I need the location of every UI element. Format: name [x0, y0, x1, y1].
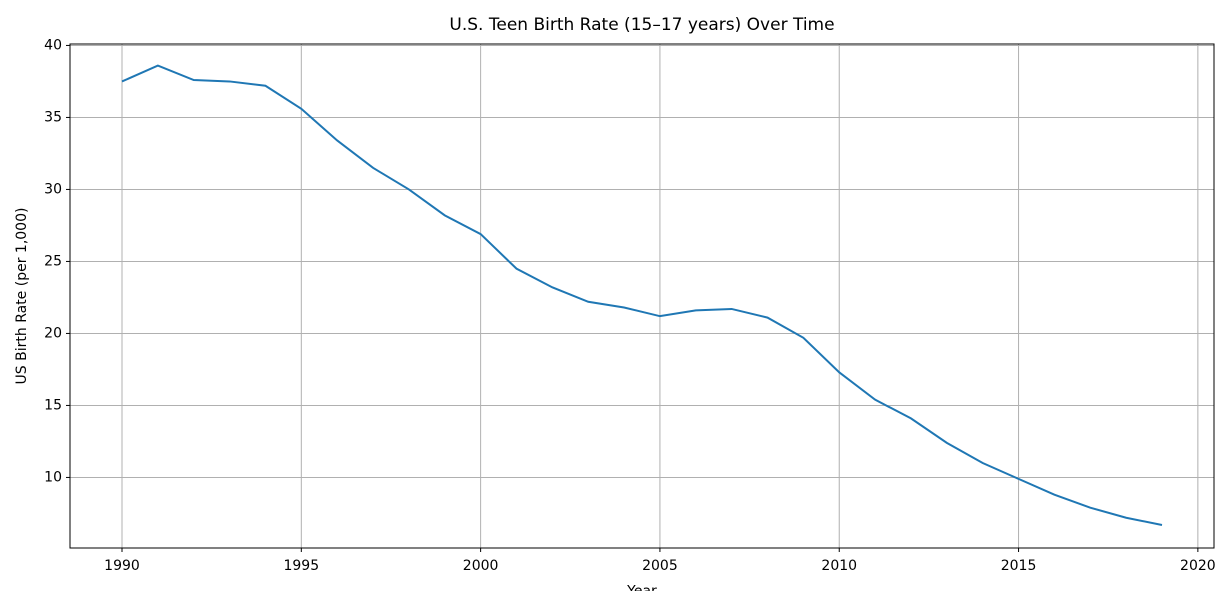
x-tick-label: 2020 — [1180, 558, 1216, 574]
y-tick-label: 30 — [44, 181, 62, 197]
y-tick-label: 35 — [44, 109, 62, 125]
x-tick-label: 2000 — [463, 558, 499, 574]
x-axis-label: Year — [626, 584, 657, 591]
x-tick-label: 2005 — [642, 558, 678, 574]
chart-title: U.S. Teen Birth Rate (15–17 years) Over … — [449, 15, 834, 35]
x-tick-label: 1990 — [104, 558, 140, 574]
plot-frame — [69, 43, 1215, 549]
x-tick-label: 2010 — [821, 558, 857, 574]
y-axis-label: US Birth Rate (per 1,000) — [14, 208, 30, 385]
line — [121, 64, 1163, 526]
y-tick-label: 40 — [44, 37, 62, 53]
y-tick-label: 15 — [44, 397, 62, 413]
x-tick-label: 1995 — [283, 558, 319, 574]
y-tick-label: 10 — [44, 469, 62, 485]
y-tick-label: 20 — [44, 325, 62, 341]
x-tick-label: 2015 — [1001, 558, 1037, 574]
y-tick-label: 25 — [44, 253, 62, 269]
